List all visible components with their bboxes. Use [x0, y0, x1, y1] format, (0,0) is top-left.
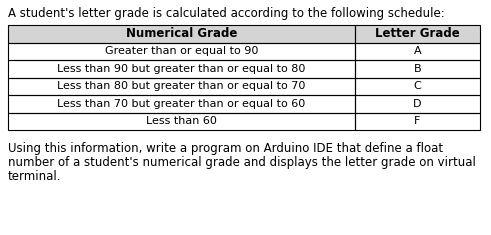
Text: Using this information, write a program on Arduino IDE that define a float: Using this information, write a program …: [8, 142, 443, 155]
Bar: [8, 60, 355, 78]
Bar: [8, 78, 355, 95]
Bar: [355, 43, 480, 60]
Bar: [8, 95, 355, 113]
Text: Greater than or equal to 90: Greater than or equal to 90: [105, 46, 258, 56]
Bar: [355, 60, 480, 78]
Text: Less than 80 but greater than or equal to 70: Less than 80 but greater than or equal t…: [57, 81, 305, 91]
Bar: [8, 95, 355, 113]
Bar: [355, 25, 480, 43]
Text: Letter Grade: Letter Grade: [375, 27, 460, 40]
Text: A: A: [413, 46, 421, 56]
Text: Less than 70 but greater than or equal to 60: Less than 70 but greater than or equal t…: [57, 99, 305, 109]
Text: number of a student's numerical grade and displays the letter grade on virtual: number of a student's numerical grade an…: [8, 156, 476, 169]
Bar: [8, 60, 355, 78]
Text: A student's letter grade is calculated according to the following schedule:: A student's letter grade is calculated a…: [8, 7, 445, 20]
Bar: [8, 113, 355, 130]
Bar: [355, 95, 480, 113]
Bar: [355, 43, 480, 60]
Text: F: F: [414, 116, 421, 126]
Bar: [355, 95, 480, 113]
Text: Numerical Grade: Numerical Grade: [126, 27, 237, 40]
Bar: [8, 43, 355, 60]
Bar: [8, 25, 355, 43]
Bar: [355, 60, 480, 78]
Bar: [8, 113, 355, 130]
Bar: [355, 78, 480, 95]
Bar: [8, 25, 355, 43]
Bar: [8, 78, 355, 95]
Bar: [355, 113, 480, 130]
Bar: [355, 113, 480, 130]
Text: Less than 90 but greater than or equal to 80: Less than 90 but greater than or equal t…: [57, 64, 305, 74]
Text: Less than 60: Less than 60: [146, 116, 217, 126]
Bar: [8, 43, 355, 60]
Text: D: D: [413, 99, 422, 109]
Bar: [355, 78, 480, 95]
Text: B: B: [413, 64, 421, 74]
Bar: [355, 25, 480, 43]
Text: C: C: [413, 81, 421, 91]
Text: terminal.: terminal.: [8, 170, 61, 183]
